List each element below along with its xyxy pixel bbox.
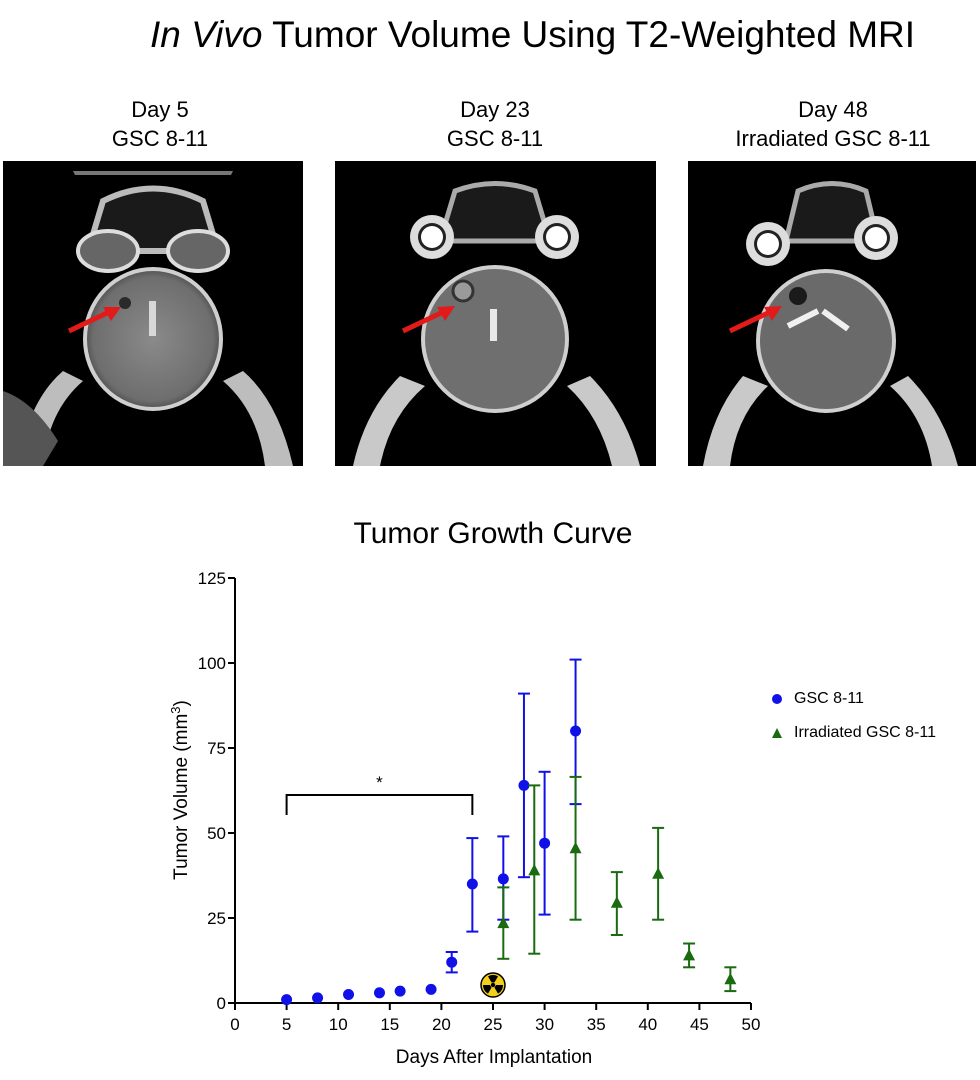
- significance-bracket: [285, 794, 474, 815]
- x-tick-label: 50: [742, 1015, 761, 1034]
- x-tick-label: 5: [282, 1015, 291, 1034]
- y-tick-label: 100: [198, 654, 226, 673]
- title-rest: Tumor Volume Using T2-Weighted MRI: [262, 14, 916, 55]
- panel-1-label: Day 5 GSC 8-11: [0, 95, 320, 153]
- data-point-gsc: [281, 994, 293, 1006]
- mri-image-day5: [3, 161, 303, 466]
- y-tick-label: 125: [198, 569, 226, 588]
- legend-item-gsc: GSC 8-11: [772, 688, 936, 710]
- x-tick-label: 20: [432, 1015, 451, 1034]
- x-tick-label: 15: [380, 1015, 399, 1034]
- x-tick-label: 0: [230, 1015, 239, 1034]
- data-point-gsc: [518, 779, 530, 791]
- panel-1-group: GSC 8-11: [111, 126, 209, 151]
- radiation-blade: [483, 985, 492, 994]
- mri-image-day48: [688, 161, 976, 466]
- data-point-irradiated: [683, 948, 696, 961]
- y-tick-label: 0: [217, 994, 226, 1013]
- y-axis-label: Tumor Volume (mm3): [168, 700, 192, 880]
- x-tick-label: 40: [638, 1015, 657, 1034]
- panel-1-day: Day 5: [131, 97, 189, 122]
- panel-2-day: Day 23: [460, 97, 530, 122]
- legend-circle-marker: [772, 694, 782, 704]
- panel-2-label: Day 23 GSC 8-11: [335, 95, 655, 153]
- data-point-irradiated: [569, 841, 582, 854]
- data-point-gsc: [539, 837, 551, 849]
- legend-item-irradiated: Irradiated GSC 8-11: [772, 722, 936, 744]
- x-tick-label: 30: [535, 1015, 554, 1034]
- y-tick-label: 50: [207, 824, 226, 843]
- legend-label-irradiated: Irradiated GSC 8-11: [794, 724, 936, 741]
- mri-image-day23: [335, 161, 656, 466]
- radiation-blade: [488, 975, 498, 983]
- data-point-gsc: [497, 873, 509, 885]
- x-tick-label: 45: [690, 1015, 709, 1034]
- data-point-irradiated: [497, 916, 510, 929]
- title-italic: In Vivo: [150, 14, 263, 55]
- legend-triangle-marker: [772, 728, 782, 738]
- data-point-irradiated: [652, 867, 665, 879]
- panel-3-day: Day 48: [798, 97, 868, 122]
- panel-2-group: GSC 8-11: [446, 126, 544, 151]
- data-point-gsc: [343, 989, 355, 1000]
- page-title: In Vivo Tumor Volume Using T2-Weighted M…: [150, 14, 950, 56]
- panel-3-group: Irradiated GSC 8-11: [735, 126, 931, 151]
- x-tick-label: 10: [329, 1015, 348, 1034]
- chart-title: Tumor Growth Curve: [353, 517, 633, 550]
- x-tick-label: 25: [484, 1015, 503, 1034]
- y-tick-label: 75: [207, 739, 226, 758]
- chart-legend: GSC 8-11 Irradiated GSC 8-11: [772, 688, 936, 756]
- data-point-gsc: [394, 985, 406, 997]
- data-point-irradiated: [610, 896, 623, 908]
- data-point-irradiated: [724, 972, 737, 985]
- data-point-gsc: [570, 725, 582, 737]
- data-point-gsc: [312, 992, 324, 1004]
- panel-3-label: Day 48 Irradiated GSC 8-11: [673, 95, 980, 153]
- data-point-gsc: [373, 987, 385, 999]
- significance-label: *: [376, 773, 383, 792]
- data-point-gsc: [425, 983, 437, 995]
- radiation-blade: [494, 985, 503, 994]
- data-point-gsc: [446, 956, 458, 968]
- data-point-irradiated: [528, 863, 541, 876]
- x-tick-label: 35: [587, 1015, 606, 1034]
- radiation-center: [490, 982, 496, 988]
- x-axis-label: Days After Implantation: [396, 1047, 592, 1068]
- y-tick-label: 25: [207, 909, 226, 928]
- legend-label-gsc: GSC 8-11: [794, 690, 864, 707]
- data-point-gsc: [466, 878, 478, 890]
